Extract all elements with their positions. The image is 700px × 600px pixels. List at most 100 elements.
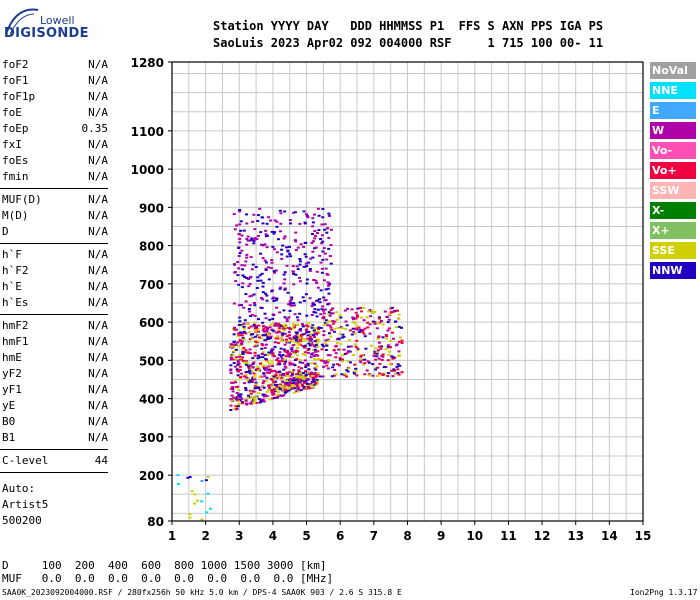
echo-point xyxy=(237,344,241,347)
echo-point xyxy=(290,326,294,329)
echo-point xyxy=(365,369,369,372)
echo-point xyxy=(266,337,269,340)
echo-point xyxy=(270,348,274,351)
echo-point xyxy=(293,379,297,382)
echo-point xyxy=(234,280,238,283)
echo-point xyxy=(325,361,329,364)
echo-point xyxy=(398,364,402,367)
echo-point xyxy=(308,268,312,270)
echo-point xyxy=(252,402,256,405)
echo-point xyxy=(313,230,317,232)
echo-point xyxy=(242,338,246,341)
echo-point xyxy=(333,320,337,323)
echo-point xyxy=(281,244,285,247)
echo-point xyxy=(298,258,302,260)
echo-point xyxy=(345,352,349,355)
echo-point xyxy=(397,340,401,343)
echo-point xyxy=(296,336,299,338)
echo-point xyxy=(275,306,279,309)
echo-point xyxy=(247,308,251,310)
echo-point xyxy=(250,337,254,340)
echo-point xyxy=(252,238,256,241)
echo-point xyxy=(283,360,287,363)
logo-swoosh-icon xyxy=(5,8,39,35)
echo-point xyxy=(244,399,248,402)
echo-point xyxy=(257,392,261,395)
legend-item: X- xyxy=(650,202,696,219)
echo-point xyxy=(289,328,292,331)
echo-point xyxy=(252,240,256,242)
echo-point xyxy=(327,311,331,314)
echo-point xyxy=(316,350,320,353)
logo-line1: Lowell xyxy=(40,14,75,27)
echo-point xyxy=(270,390,274,392)
echo-point xyxy=(285,320,289,323)
echo-point xyxy=(367,310,371,313)
echo-point xyxy=(350,333,354,336)
echo-point xyxy=(261,257,265,260)
param-name: yE xyxy=(2,399,16,412)
echo-point xyxy=(279,230,282,233)
echo-point xyxy=(257,330,260,333)
echo-point xyxy=(244,349,248,352)
echo-point xyxy=(297,342,301,345)
auto-label: Auto: xyxy=(2,482,36,495)
echo-point xyxy=(239,376,243,379)
echo-point xyxy=(274,380,278,383)
echo-point xyxy=(286,250,290,253)
echo-point xyxy=(302,210,306,213)
echo-point xyxy=(376,349,380,352)
echo-point xyxy=(325,258,329,261)
echo-point xyxy=(261,356,265,359)
echo-point xyxy=(305,314,309,317)
param-value: N/A xyxy=(88,170,108,183)
echo-point xyxy=(291,382,295,384)
echo-point xyxy=(377,317,381,320)
x-tick-label: 12 xyxy=(534,529,551,543)
echo-point xyxy=(324,342,328,345)
echo-point xyxy=(359,329,363,332)
echo-point xyxy=(188,513,192,516)
echo-point xyxy=(302,299,306,302)
echo-point xyxy=(367,374,371,377)
echo-point xyxy=(315,315,319,318)
echo-point xyxy=(271,323,275,326)
echo-point xyxy=(240,348,244,351)
echo-point xyxy=(268,386,271,389)
echo-point xyxy=(295,265,299,268)
echo-point xyxy=(244,360,248,363)
echo-point xyxy=(322,365,326,368)
echo-point xyxy=(253,302,256,304)
echo-point xyxy=(338,348,342,351)
echo-point xyxy=(274,269,278,272)
echo-point xyxy=(243,319,247,322)
echo-point xyxy=(272,270,276,273)
echo-point xyxy=(386,372,390,375)
echo-point xyxy=(297,344,301,347)
echo-point xyxy=(340,336,344,339)
echo-point xyxy=(292,344,296,346)
echo-point xyxy=(247,326,251,329)
echo-point xyxy=(312,279,316,281)
echo-point xyxy=(231,381,235,384)
echo-point xyxy=(359,354,363,357)
param-value: N/A xyxy=(88,248,108,261)
auto-artist: Artist5 xyxy=(2,498,49,511)
echo-point xyxy=(269,219,272,222)
echo-point xyxy=(265,330,269,333)
echo-point xyxy=(324,339,328,342)
echo-point xyxy=(386,345,390,348)
echo-point xyxy=(389,346,392,348)
echo-point xyxy=(279,347,283,350)
param-value: 0.35 xyxy=(81,122,109,135)
echo-point xyxy=(229,387,233,390)
echo-point xyxy=(279,286,283,289)
echo-point xyxy=(276,393,280,396)
echo-point xyxy=(260,243,263,246)
echo-point xyxy=(301,384,305,387)
echo-point xyxy=(232,350,236,353)
echo-point xyxy=(283,278,287,281)
echo-point xyxy=(285,382,289,385)
echo-point xyxy=(294,374,298,377)
echo-point xyxy=(334,352,338,355)
